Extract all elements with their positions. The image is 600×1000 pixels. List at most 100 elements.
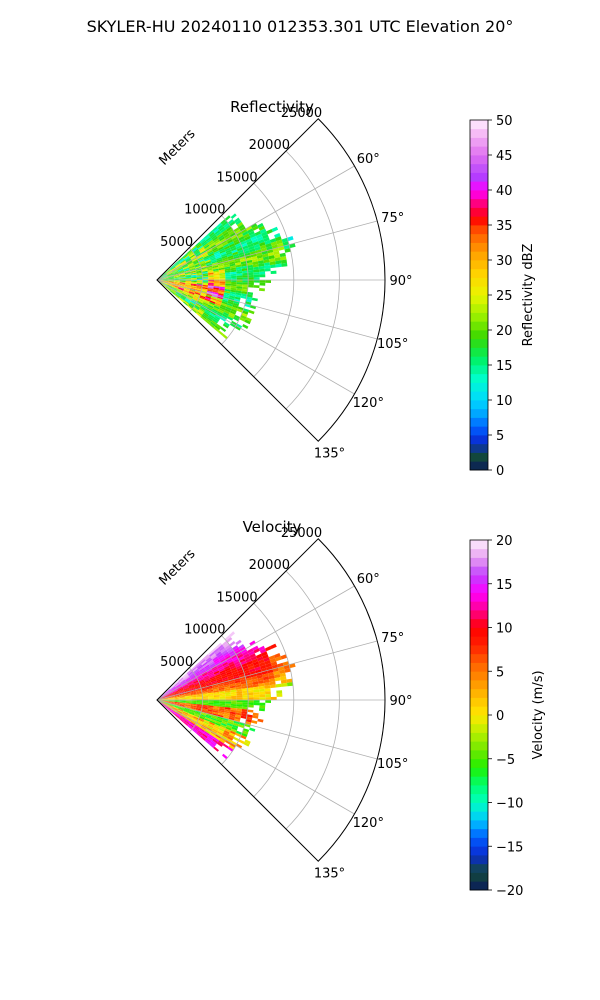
radar-gate: [247, 689, 254, 693]
radar-gate: [269, 681, 276, 686]
radar-gate: [172, 286, 179, 290]
radar-gate: [178, 677, 183, 682]
radar-gate: [234, 660, 241, 666]
radar-gate: [208, 694, 214, 696]
radar-gate: [263, 679, 270, 684]
colorbar-segment: [470, 461, 488, 471]
colorbar-segment: [470, 120, 488, 130]
radar-gate: [190, 255, 196, 260]
radar-gate: [182, 684, 188, 688]
colorbar-tick-label: 20: [496, 324, 513, 339]
radar-gate: [253, 689, 260, 693]
colorbar-segment: [470, 242, 488, 252]
reflectivity-azimuth-tick-labels: 60°75°90°105°120°135°: [314, 152, 413, 462]
radar-gate: [197, 675, 203, 680]
radar-gate: [257, 718, 264, 723]
colorbar-segment: [470, 802, 488, 812]
radar-gate: [168, 276, 174, 278]
radar-gate: [240, 648, 248, 654]
radar-gate: [255, 233, 263, 239]
radar-gate: [210, 741, 216, 747]
radar-gate: [203, 675, 210, 680]
radar-gate: [239, 317, 246, 322]
radar-gate: [230, 693, 237, 697]
radar-gate: [232, 671, 239, 676]
colorbar-segment: [470, 557, 488, 567]
radar-gate: [165, 688, 171, 693]
radar-gate: [259, 694, 266, 698]
radar-gate: [180, 679, 186, 684]
radar-gate: [190, 690, 196, 693]
radar-gate: [264, 660, 271, 665]
radar-gate: [223, 260, 230, 264]
radar-gate: [278, 669, 286, 674]
colorbar-tick-label: 10: [496, 394, 513, 409]
colorbar-segment: [470, 627, 488, 637]
radar-gate: [205, 667, 212, 672]
radar-gate: [179, 275, 186, 277]
radar-gate: [253, 702, 260, 706]
radar-gate: [205, 262, 212, 266]
radar-gate: [184, 299, 190, 304]
radar-gate: [243, 308, 250, 313]
radar-gate: [202, 733, 208, 739]
radar-gate: [242, 275, 249, 278]
radar-gate: [240, 295, 247, 299]
radar-gate: [176, 711, 182, 716]
radar-gate: [249, 640, 256, 646]
radar-gate: [212, 248, 219, 253]
radar-gate: [225, 698, 232, 700]
radar-gate: [202, 273, 208, 276]
radar-gate: [228, 679, 235, 683]
radar-gate: [161, 693, 167, 697]
radar-gate: [166, 689, 172, 694]
radar-gate: [162, 275, 168, 278]
radar-gate: [205, 294, 212, 298]
radar-gate: [185, 702, 192, 704]
radar-gate: [219, 271, 225, 274]
radar-gate: [162, 281, 169, 283]
colorbar-tick-label: −20: [496, 884, 523, 899]
radar-gate: [217, 330, 224, 336]
colorbar-segment: [470, 750, 488, 760]
radar-gate: [249, 248, 256, 253]
radar-gate: [179, 717, 185, 722]
radar-gate: [173, 274, 180, 277]
radar-gate: [204, 731, 210, 736]
radar-gate: [190, 245, 196, 251]
radar-gate: [205, 714, 212, 718]
radar-gate: [216, 678, 223, 683]
radar-gate: [247, 687, 254, 691]
radar-gate: [274, 653, 281, 659]
radar-gate: [221, 675, 228, 679]
radar-gate: [165, 269, 171, 274]
radar-gate: [179, 283, 186, 286]
radar-gate: [210, 311, 217, 316]
radar-gate: [233, 217, 240, 223]
azimuth-gridline: [156, 640, 378, 701]
radar-gate: [173, 692, 179, 695]
radar-gate: [196, 312, 202, 317]
radar-gate: [229, 652, 236, 658]
radar-gate: [281, 682, 288, 687]
radar-gate: [165, 707, 171, 712]
colorbar-tick-label: 5: [496, 429, 504, 444]
radar-gate: [238, 644, 245, 650]
radar-gate: [248, 230, 255, 236]
radar-gate: [258, 685, 265, 690]
radar-gate: [236, 667, 243, 672]
radar-gate: [197, 299, 204, 304]
radar-gate: [225, 235, 231, 241]
radar-gate: [185, 298, 191, 303]
colorbar-tick-label: 25: [496, 289, 513, 304]
radar-gate: [161, 693, 167, 697]
radar-gate: [248, 245, 255, 251]
radar-gate: [262, 234, 269, 240]
radar-gate: [219, 738, 225, 744]
radar-gate: [166, 270, 172, 274]
radar-gate: [213, 670, 220, 675]
radar-gate: [183, 290, 189, 294]
radar-gate: [179, 703, 186, 706]
radar-gate: [235, 290, 242, 294]
